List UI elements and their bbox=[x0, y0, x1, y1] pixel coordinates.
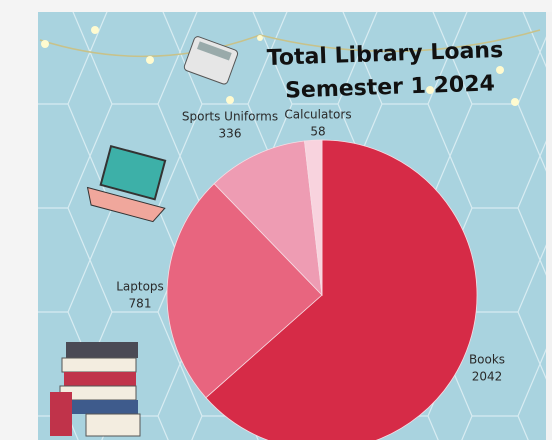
slice-value: 2042 bbox=[472, 370, 503, 384]
slice-value: 336 bbox=[219, 127, 242, 141]
pie-slice bbox=[304, 139, 323, 296]
pie-slice bbox=[166, 183, 323, 399]
lights bbox=[41, 26, 519, 106]
photo-border bbox=[0, 0, 552, 12]
slice-value: 58 bbox=[310, 125, 325, 139]
photo-border bbox=[0, 0, 38, 440]
laptop-icon bbox=[86, 144, 167, 223]
pie-slice bbox=[205, 139, 478, 440]
slice-value: 781 bbox=[129, 297, 152, 311]
pie-slice bbox=[213, 140, 323, 297]
calculator-icon bbox=[183, 36, 239, 85]
slice-label: Books bbox=[469, 353, 505, 367]
books-icon bbox=[50, 342, 141, 437]
slice-label: Calculators bbox=[284, 108, 351, 122]
slice-label: Laptops bbox=[116, 280, 164, 294]
pie bbox=[166, 139, 478, 440]
slice-label: Sports Uniforms bbox=[182, 110, 278, 124]
